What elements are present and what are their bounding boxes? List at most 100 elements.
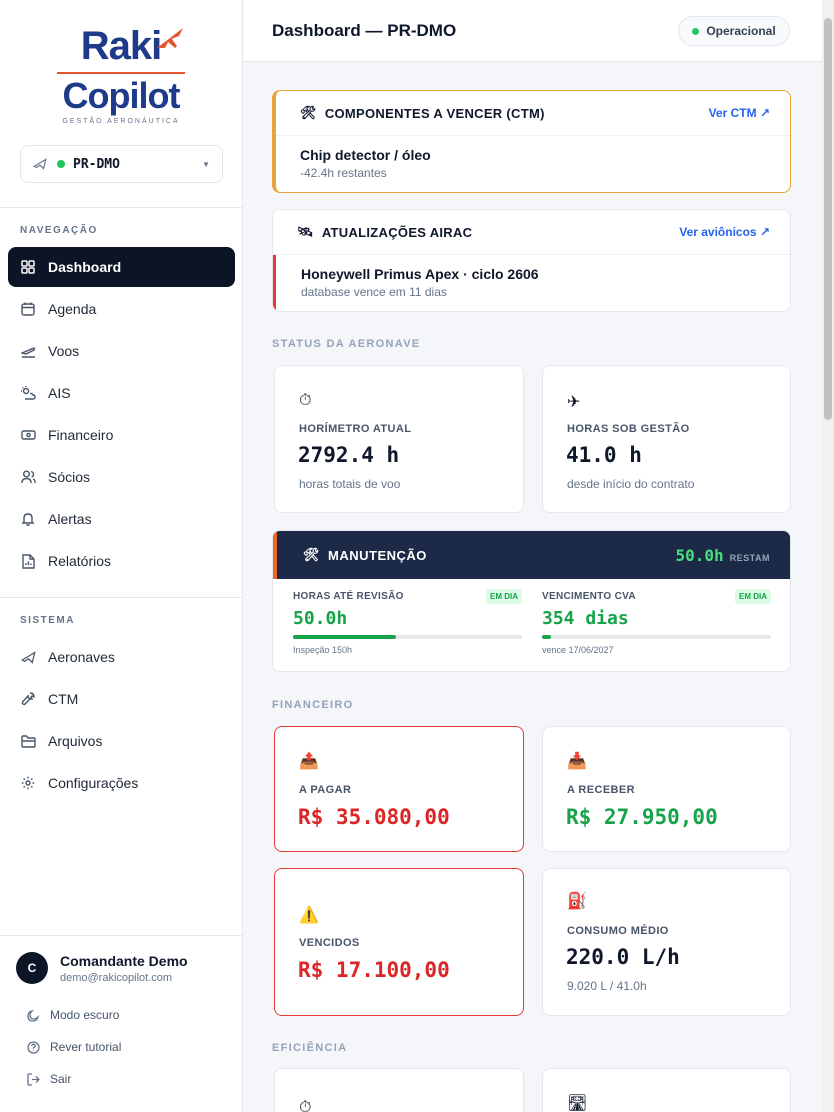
sidebar-item-voos[interactable]: Voos — [8, 331, 235, 371]
aircraft-selector[interactable]: PR-DMO ▼ — [20, 145, 223, 183]
brand-tagline: GESTÃO AERONÁUTICA — [62, 118, 180, 125]
maintenance-card: 🛠 MANUTENÇÃO 50.0h RESTAM HORAS ATÉ REVI… — [272, 530, 791, 672]
consumo-value: 220.0 L/h — [566, 945, 680, 969]
sidebar-item-label: CTM — [48, 691, 79, 707]
sidebar-divider — [0, 597, 243, 598]
scrollbar-thumb[interactable] — [824, 18, 832, 420]
sidebar-item-ais[interactable]: AIS — [8, 373, 235, 413]
sidebar-item-label: Voos — [48, 343, 80, 359]
status-section-title: STATUS DA AERONAVE — [272, 338, 421, 350]
view-ctm-link[interactable]: Ver CTM ↗ — [708, 106, 770, 120]
tutorial-button[interactable]: Rever tutorial — [26, 1040, 121, 1054]
a-receber-value: R$ 27.950,00 — [566, 805, 718, 829]
sidebar-item-label: Aeronaves — [48, 649, 115, 665]
scrollbar[interactable] — [822, 0, 834, 1112]
vencidos-card[interactable]: ⚠️ VENCIDOS R$ 17.100,00 — [274, 868, 524, 1016]
road-icon: 🛣 — [567, 1095, 588, 1112]
view-avionics-link[interactable]: Ver aviônicos ↗ — [679, 225, 770, 239]
horas-gestao-card: ✈ HORAS SOB GESTÃO 41.0 h desde início d… — [542, 365, 791, 513]
stopwatch-icon: ⏱ — [299, 392, 312, 409]
airplane-icon: ✈ — [567, 394, 581, 411]
a-pagar-card[interactable]: 📤 A PAGAR R$ 35.080,00 — [274, 726, 524, 852]
brand-word-copilot: Copilot — [62, 75, 181, 116]
airac-alert-item[interactable]: Honeywell Primus Apex · ciclo 2606 datab… — [273, 255, 790, 311]
system-section-label: SISTEMA — [20, 615, 75, 626]
sidebar-item-agenda[interactable]: Agenda — [8, 289, 235, 329]
stopwatch-icon: ⏱ — [299, 1099, 312, 1112]
a-receber-card[interactable]: 📥 A RECEBER R$ 27.950,00 — [542, 726, 791, 852]
report-icon — [20, 553, 36, 569]
status-badge-label: Operacional — [706, 24, 776, 38]
sidebar: Raki Copilot GESTÃO AERONÁUTICA PR-DMO ▼… — [0, 0, 243, 1112]
sidebar-item-aeronaves[interactable]: Aeronaves — [8, 637, 235, 677]
tools-icon: 🛠 — [303, 547, 321, 562]
ctm-alert-item[interactable]: Chip detector / óleo -42.4h restantes — [276, 136, 790, 192]
airac-alert-title: ATUALIZAÇÕES AIRAC — [321, 224, 473, 240]
folder-icon — [20, 733, 36, 749]
sidebar-item-socios[interactable]: Sócios — [8, 457, 235, 497]
revision-note: Inspeção 150h — [293, 645, 353, 655]
sidebar-item-label: AIS — [48, 385, 71, 401]
aircraft-selector-value: PR-DMO — [73, 156, 120, 172]
moon-icon — [26, 1008, 40, 1022]
weather-icon — [20, 385, 36, 401]
cva-note: vence 17/06/2027 — [542, 645, 614, 655]
sidebar-item-dashboard[interactable]: Dashboard — [8, 247, 235, 287]
logout-label: Sair — [50, 1072, 72, 1086]
status-dot — [692, 27, 700, 35]
gear-icon — [20, 775, 36, 791]
consumo-sub: 9.020 L / 41.0h — [567, 979, 647, 993]
a-pagar-label: A PAGAR — [299, 784, 352, 796]
tutorial-label: Rever tutorial — [50, 1040, 122, 1054]
outbox-icon: 📤 — [299, 753, 319, 770]
cva-value: 354 dias — [542, 608, 629, 629]
chevron-down-icon: ▼ — [202, 159, 210, 169]
fuel-pump-icon: ⛽ — [567, 893, 587, 910]
cva-progress-track — [542, 635, 771, 639]
sidebar-item-alertas[interactable]: Alertas — [8, 499, 235, 539]
logo-plane-icon — [157, 28, 183, 48]
avatar: C — [16, 952, 48, 984]
satellite-icon: 🛰 — [297, 224, 314, 239]
horas-gestao-label: HORAS SOB GESTÃO — [567, 423, 690, 435]
brand-logo[interactable]: Raki Copilot GESTÃO AERONÁUTICA — [55, 24, 187, 134]
sidebar-item-label: Dashboard — [48, 259, 122, 275]
maintenance-remaining-label: RESTAM — [729, 552, 770, 563]
logout-button[interactable]: Sair — [26, 1072, 71, 1086]
user-name: Comandante Demo — [60, 952, 188, 969]
logout-icon — [26, 1072, 40, 1086]
cva-metric: VENCIMENTO CVA EM DIA 354 dias vence 17/… — [542, 589, 771, 655]
sidebar-item-label: Financeiro — [48, 427, 114, 443]
ctm-item-name: Chip detector / óleo — [300, 147, 431, 163]
sidebar-item-configuracoes[interactable]: Configurações — [8, 763, 235, 803]
sidebar-item-label: Arquivos — [48, 733, 103, 749]
maintenance-remaining-value: 50.0h — [675, 545, 724, 565]
cva-label: VENCIMENTO CVA — [542, 591, 636, 602]
sidebar-divider — [0, 207, 243, 208]
inbox-icon: 📥 — [567, 753, 587, 770]
dark-mode-label: Modo escuro — [50, 1008, 120, 1022]
ctm-alert-title: COMPONENTES A VENCER (CTM) — [324, 105, 545, 121]
sidebar-item-label: Alertas — [48, 511, 92, 527]
revision-progress-fill — [293, 635, 397, 639]
horimetro-value: 2792.4 h — [298, 443, 400, 467]
ctm-alert-header: 🛠 COMPONENTES A VENCER (CTM) Ver CTM ↗ — [276, 91, 790, 136]
dark-mode-toggle[interactable]: Modo escuro — [26, 1008, 119, 1022]
status-dot — [57, 160, 65, 168]
sidebar-item-arquivos[interactable]: Arquivos — [8, 721, 235, 761]
cva-progress-fill — [542, 635, 552, 639]
status-badge: EM DIA — [486, 589, 522, 604]
user-profile[interactable]: C Comandante Demo demo@rakicopilot.com — [16, 952, 188, 984]
finance-section-title: FINANCEIRO — [272, 699, 354, 711]
ctm-item-detail: -42.4h restantes — [300, 166, 387, 180]
sidebar-item-ctm[interactable]: CTM — [8, 679, 235, 719]
revision-value: 50.0h — [293, 608, 348, 629]
plane-icon — [20, 649, 36, 665]
sidebar-item-financeiro[interactable]: Financeiro — [8, 415, 235, 455]
sidebar-item-relatorios[interactable]: Relatórios — [8, 541, 235, 581]
status-badge: Operacional — [678, 16, 790, 46]
sidebar-item-label: Relatórios — [48, 553, 112, 569]
consumo-label: CONSUMO MÉDIO — [567, 925, 669, 937]
help-circle-icon — [26, 1040, 40, 1054]
a-pagar-value: R$ 35.080,00 — [298, 805, 450, 829]
